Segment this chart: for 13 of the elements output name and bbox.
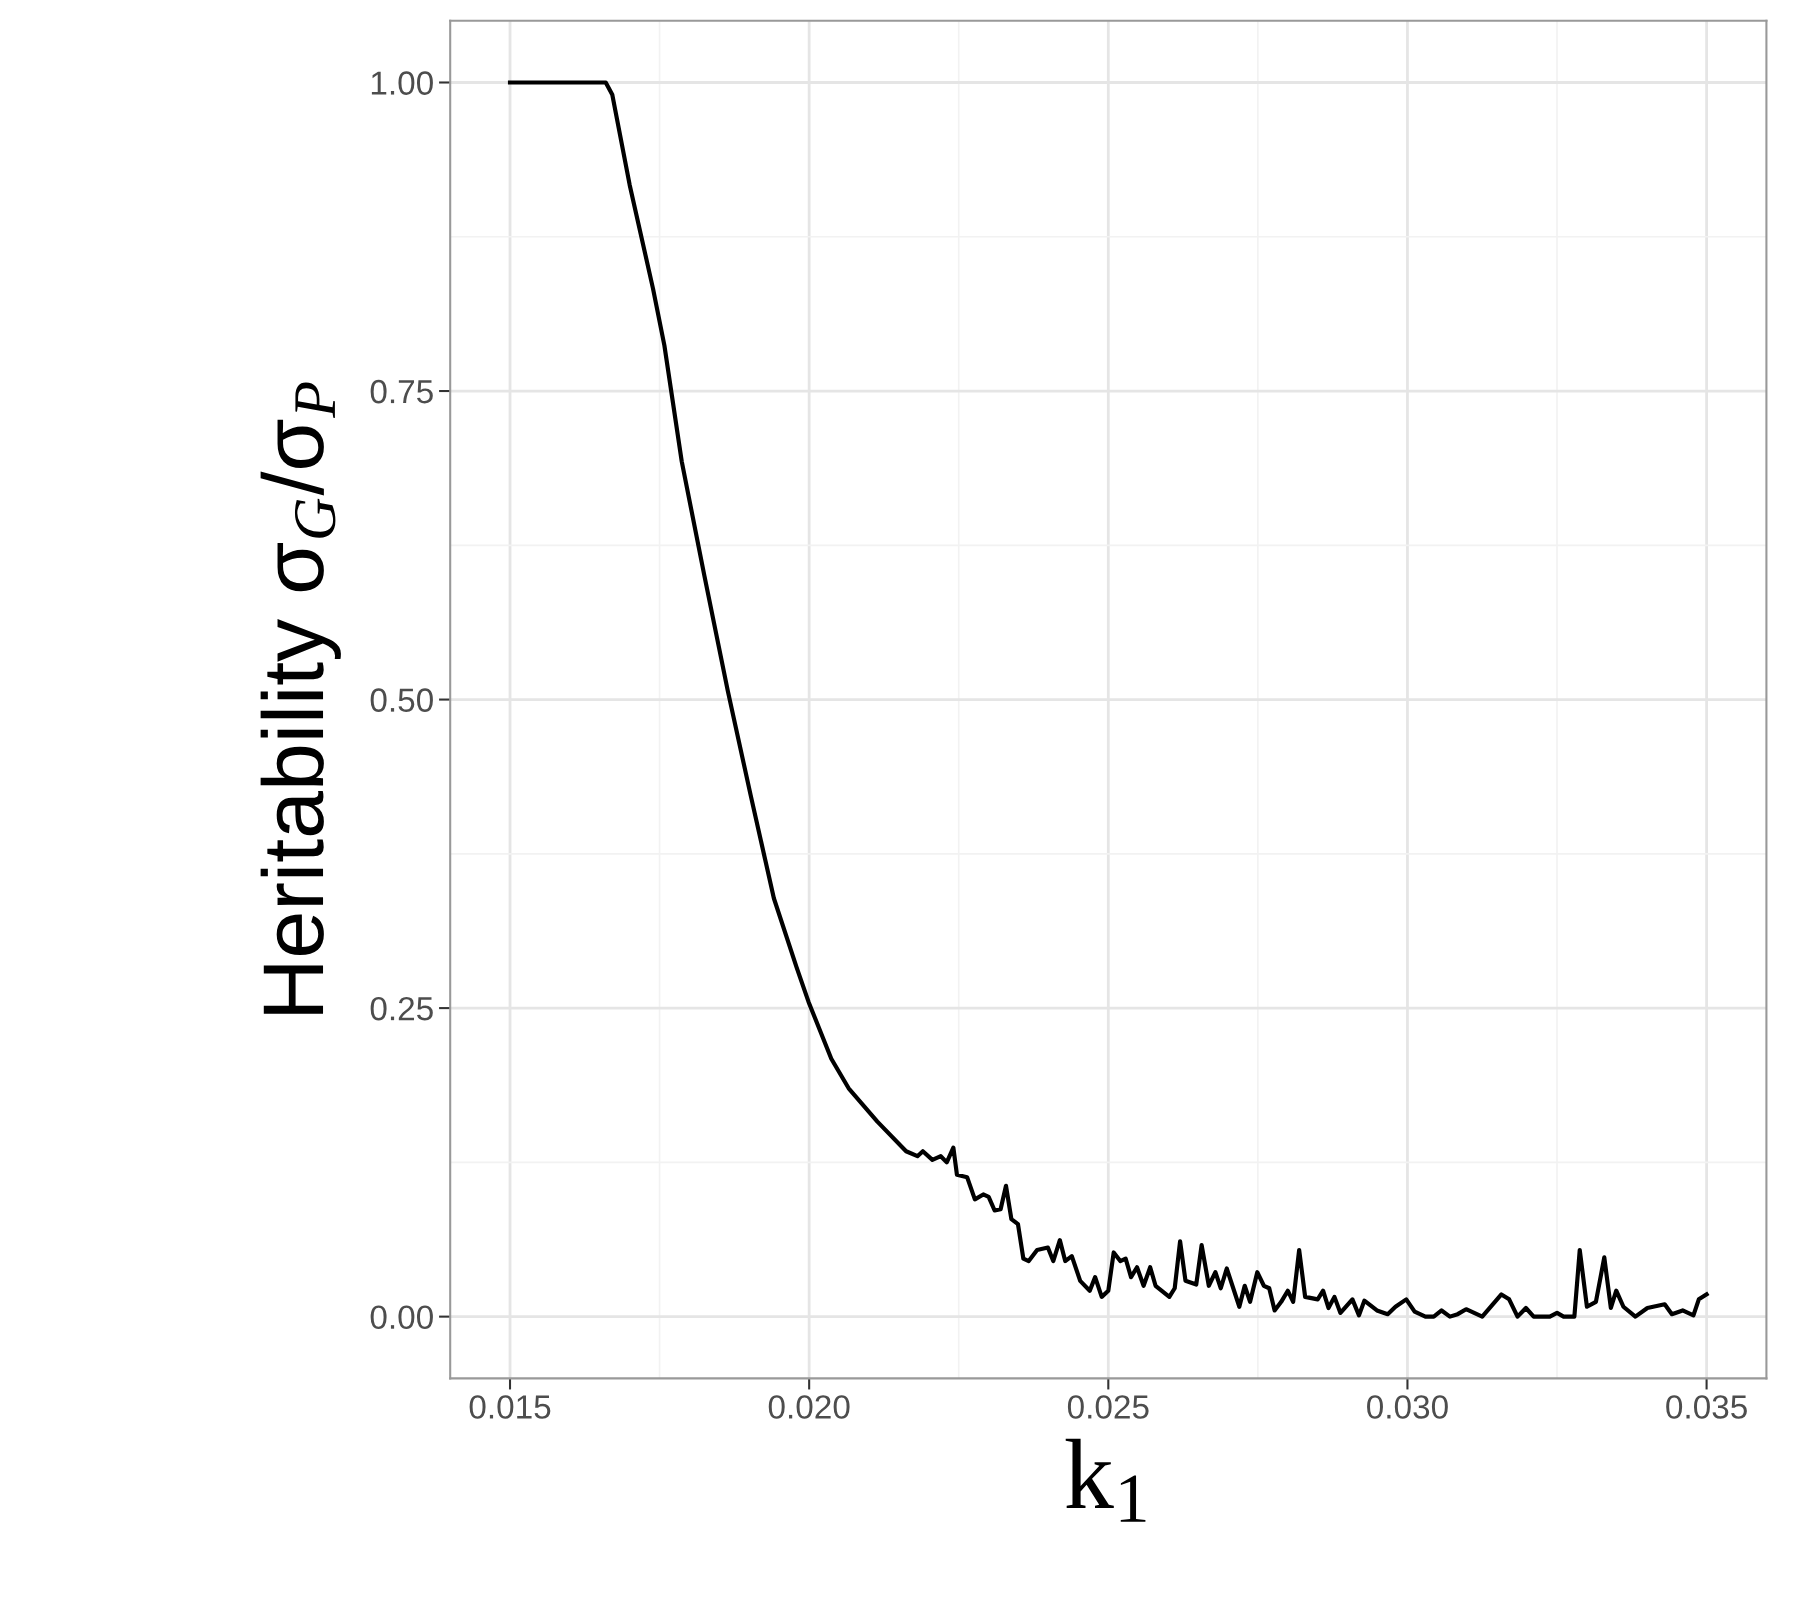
y-tick-label: 0.50 — [370, 688, 433, 712]
x-tick-label: 0.030 — [1367, 1395, 1448, 1419]
y-axis-title: Heritability σ$_{G}$/σ$_{P}$ — [260, 382, 341, 1014]
x-tick-label: 0.025 — [1067, 1395, 1149, 1419]
x-tick-label: 0.020 — [768, 1395, 850, 1419]
y-tick-label: 1.00 — [371, 71, 433, 95]
line-series — [507, 80, 1709, 1319]
y-tick-label: 0.75 — [370, 379, 433, 404]
y-tick-label: 0.00 — [370, 1305, 433, 1330]
x-axis-title: k$_{1}$ — [1065, 1438, 1146, 1522]
x-tick-label: 0.035 — [1666, 1395, 1747, 1419]
x-tick-label: 0.015 — [469, 1395, 551, 1419]
y-tick-label: 0.25 — [370, 996, 433, 1021]
